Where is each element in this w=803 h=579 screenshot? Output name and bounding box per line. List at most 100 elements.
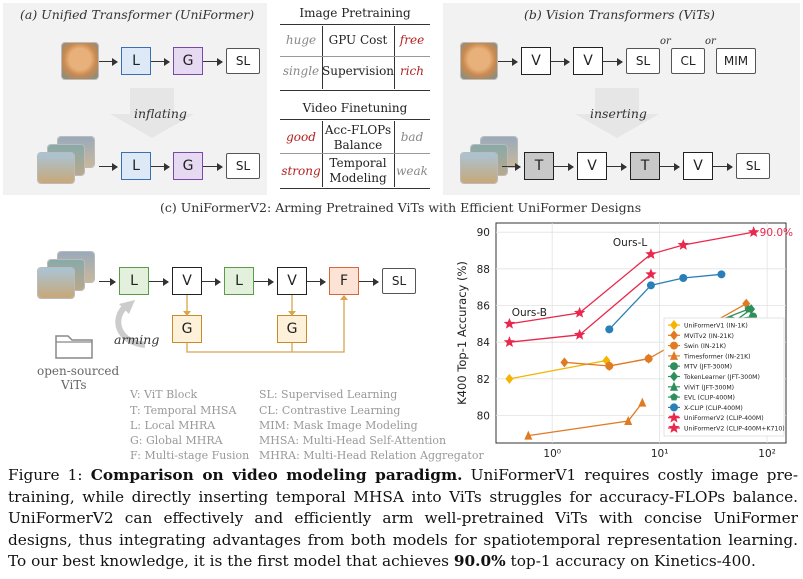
x-tick-label: 10² <box>758 448 776 460</box>
temporal-mhsa-block: T <box>524 152 554 180</box>
data-point <box>573 306 586 318</box>
data-point <box>717 270 726 279</box>
finetune-right-2: weak <box>396 164 428 178</box>
data-point <box>742 298 751 309</box>
legend-g: G: Global MHRA <box>130 434 223 447</box>
legend-label: TokenLearner (JFT-300M) <box>683 374 760 381</box>
arrow <box>554 161 574 173</box>
arrow <box>498 56 518 68</box>
finetune-right-1: bad <box>400 130 424 144</box>
legend-marker <box>670 330 678 341</box>
arrow <box>359 276 379 288</box>
pretrain-left-1: huge <box>285 33 317 47</box>
sl-objective: SL <box>736 153 770 179</box>
legend-marker <box>670 393 678 401</box>
comparison-table: Image Pretraining huge GPU Cost free sin… <box>280 4 430 190</box>
chart-annotation: 90.0% <box>760 227 793 239</box>
video-frames-stack <box>38 252 98 304</box>
legend-marker <box>670 381 678 391</box>
global-mhra-block: G <box>173 47 203 75</box>
global-mhra-block: G <box>172 315 202 343</box>
panel-b-arrow-down <box>575 88 659 138</box>
legend-cl: CL: Contrastive Learning <box>259 404 401 417</box>
pretrain-mid-1: GPU Cost <box>328 33 388 47</box>
caption-bold: Comparison on video modeling paradigm. <box>90 466 463 484</box>
data-point <box>503 336 516 348</box>
video-frames-stack <box>461 137 519 187</box>
sl-objective: SL <box>226 48 260 74</box>
legend-label: EVL (CLIP-400M) <box>684 395 735 402</box>
arming-curve-arrow <box>115 300 146 348</box>
figure-caption: Figure 1: Comparison on video modeling p… <box>8 465 798 573</box>
vit-block: V <box>573 47 603 75</box>
data-point <box>679 274 688 282</box>
legend-label: ViViT (JFT-300M) <box>684 384 734 391</box>
data-point <box>644 354 653 363</box>
y-tick-label: 86 <box>477 301 491 313</box>
sl-objective: SL <box>626 48 660 74</box>
local-mhra-block: L <box>121 152 151 180</box>
panel-a-arrow-down <box>110 88 194 138</box>
arrow <box>502 161 521 173</box>
legend-label: Timesformer (IN-21K) <box>683 353 751 360</box>
legend-v: V: ViT Block <box>130 388 198 401</box>
open-sourced-label: open-sourced <box>37 364 120 378</box>
legend-label: MTV (JFT-300M) <box>684 364 732 371</box>
panel-a-title: (a) Unified Transformer (UniFormer) <box>20 7 255 22</box>
y-tick-label: 90 <box>477 227 490 239</box>
legend-sl: SL: Supervised Learning <box>259 388 398 401</box>
legend-mhsa: MHSA: Multi-Head Self-Attention <box>259 434 447 447</box>
chart-legend-box <box>663 317 785 437</box>
data-point <box>677 239 689 250</box>
video-frames-stack <box>38 137 96 187</box>
legend-label: UniFormerV2 (CLIP-400M+K710) <box>684 426 785 433</box>
local-mhra-block: L <box>119 267 149 295</box>
finetune-mid-2a: Temporal <box>329 156 387 170</box>
pretrain-mid-2: Supervision <box>322 64 395 78</box>
caption-label: Figure 1: <box>8 466 91 484</box>
finetune-mid-2b: Modeling <box>329 171 387 185</box>
arrow <box>307 276 326 288</box>
legend-marker <box>670 371 678 382</box>
legend-label: Swin (IN-21K) <box>684 343 726 350</box>
multi-stage-fusion-block: F <box>329 267 359 295</box>
accuracy-flops-chart: 80 82 84 86 88 90 10⁰ 10¹ 10² FLOPs/Videos (T) K40… <box>455 222 793 465</box>
arrow <box>151 161 170 173</box>
arrow <box>202 276 221 288</box>
data-point <box>624 416 633 425</box>
y-tick-label: 82 <box>477 374 490 386</box>
local-mhra-block: L <box>224 267 254 295</box>
or-label: or <box>660 36 671 47</box>
y-tick-label: 88 <box>477 264 490 276</box>
arrow <box>551 56 570 68</box>
panel-b-title: (b) Vision Transformers (ViTs) <box>524 7 715 22</box>
chart-annotation: Ours-L <box>613 237 647 249</box>
legend-label: MViTv2 (IN-21K) <box>684 333 734 340</box>
data-point <box>645 248 657 260</box>
arming-label: arming <box>114 332 160 347</box>
arrow <box>607 161 627 173</box>
legend-marker <box>670 403 678 412</box>
data-point <box>744 305 753 313</box>
data-point <box>646 281 655 290</box>
global-mhra-block: G <box>277 315 307 343</box>
caption-text-end: top-1 accuracy on Kinetics-400. <box>505 552 756 570</box>
arrow <box>149 276 169 288</box>
chart-annotation: Ours-B <box>512 307 547 319</box>
data-point <box>747 226 760 238</box>
data-point <box>503 317 516 329</box>
vit-block: V <box>521 47 551 75</box>
legend-label: UniFormerV1 (IN-1K) <box>684 323 748 330</box>
arrow <box>713 161 733 173</box>
inflating-label: inflating <box>134 106 187 121</box>
temporal-mhsa-block: T <box>630 152 660 180</box>
arrow <box>660 161 680 173</box>
folder-icon <box>55 335 93 359</box>
y-tick-label: 80 <box>477 411 490 423</box>
arrow <box>99 56 118 68</box>
pretrain-title: Image Pretraining <box>299 6 411 20</box>
legend-t: T: Temporal MHSA <box>130 404 237 417</box>
vits-label: ViTs <box>61 378 87 392</box>
x-axis-label: FLOPs/Videos (T) <box>593 464 689 465</box>
legend-marker <box>668 422 680 433</box>
